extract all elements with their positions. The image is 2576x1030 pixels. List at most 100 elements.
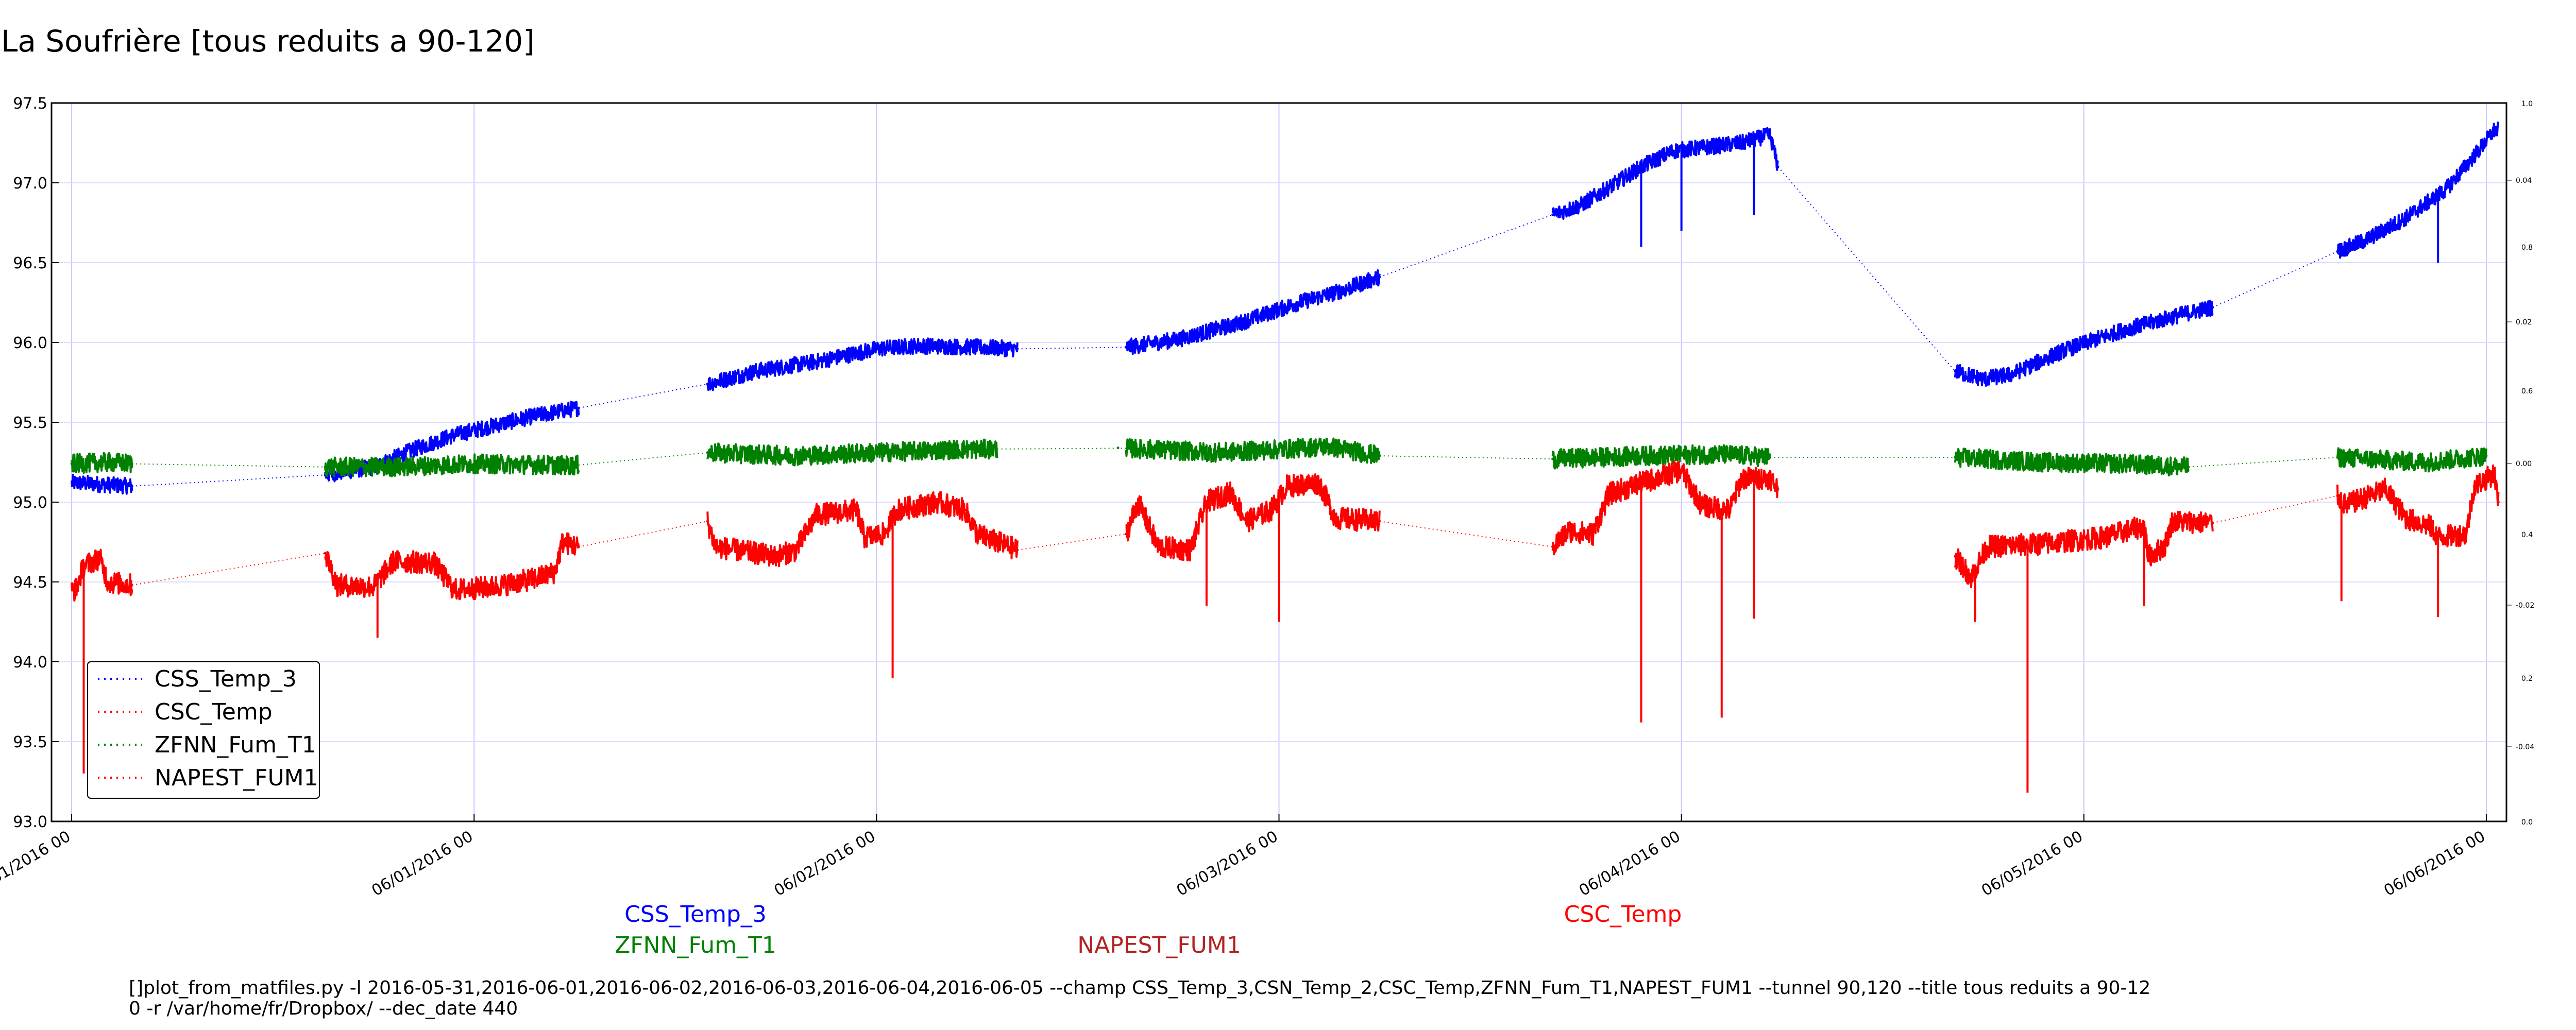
point-zfnn-fum-t1 [1551,457,1554,460]
y-tick-label: 96.5 [13,254,47,272]
series-csc-temp [71,460,1780,602]
connector-zfnn-fum-t1 [2188,457,2337,468]
connector-zfnn-fum-t1 [132,463,326,468]
point-zfnn-fum-t1 [2123,462,2126,466]
point-napest-fum1 [1954,555,1957,558]
point-css-temp-3 [754,370,757,373]
right-axis-a-label: 0.8 [2521,244,2533,252]
point-zfnn-fum-t1 [794,454,798,457]
y-tick-label: 95.0 [13,494,47,512]
point-napest-fum1 [2465,533,2468,536]
point-csc-temp [883,533,886,536]
x-tick-label: 05/31/2016 00 [0,828,74,900]
point-css-temp-3 [2010,373,2013,376]
point-css-temp-3 [1776,165,1780,168]
point-css-temp-3 [815,360,818,363]
gap-connectors [132,166,2338,586]
point-css-temp-3 [1237,322,1240,325]
right-axis-b-label: -0.04 [2516,743,2534,751]
connector-zfnn-fum-t1 [1379,455,1553,460]
connector-css-temp-3 [1379,214,1553,278]
series-napest-fum1 [1954,464,2500,588]
connector-css-temp-3 [2212,251,2338,308]
point-css-temp-3 [452,434,455,437]
chart-title: La Soufrière [tous reduits a 90-120] [1,24,535,59]
point-csc-temp [963,509,967,511]
command-line-1: []plot_from_matfiles.py -l 2016-05-31,20… [129,977,2150,999]
connector-csc-temp [132,553,326,586]
trace-zfnn-fum-t1 [1551,444,1771,470]
point-napest-fum1 [1970,576,1973,579]
point-zfnn-fum-t1 [2485,454,2488,457]
point-csc-temp [1189,548,1192,552]
connector-css-temp-3 [1017,347,1126,350]
connector-csc-temp [579,521,708,547]
point-css-temp-3 [2445,187,2448,191]
y-axis: 93.0 93.5 94.0 94.5 95.0 95.5 96.0 96.5 97.0 97.5 [13,95,59,831]
point-csc-temp [1567,529,1570,533]
point-css-temp-3 [1551,213,1554,216]
y-tick-label: 97.0 [13,175,47,193]
point-css-temp-3 [1740,142,1743,144]
trace-napest-fum1 [1954,510,2214,588]
point-csc-temp [372,585,375,588]
connector-csc-temp [1017,534,1126,551]
point-csc-temp [1229,491,1232,494]
point-css-temp-3 [2477,149,2480,152]
point-zfnn-fum-t1 [706,451,709,454]
connector-css-temp-3 [579,383,708,409]
right-axis-a-label: 0.0 [2521,818,2533,827]
point-zfnn-fum-t1 [110,461,113,464]
point-csc-temp [1740,477,1743,479]
point-css-temp-3 [2336,250,2339,253]
point-zfnn-fum-t1 [1640,454,1643,457]
point-napest-fum1 [2336,494,2339,497]
point-csc-temp [1700,504,1703,507]
point-css-temp-3 [1769,133,1771,136]
axis-label-zfnn-fum-t1: ZFNN_Fum_T1 [615,932,776,958]
y-tick-label: 93.0 [13,813,47,831]
point-csc-temp [561,541,564,543]
point-css-temp-3 [1579,203,1582,207]
right-axis-b-label: -0.02 [2516,602,2534,610]
point-csc-temp [895,509,898,511]
point-css-temp-3 [2493,129,2496,132]
y-tick-label: 93.5 [13,733,47,751]
axis-label-napest-fum1: NAPEST_FUM1 [1077,932,1241,958]
trace-zfnn-fum-t1 [2336,447,2487,473]
right-axis-a-label: 0.6 [2521,387,2533,396]
y-tick-label: 95.5 [13,414,47,432]
point-csc-temp [1769,477,1771,479]
point-css-temp-3 [78,482,81,485]
point-css-temp-3 [2123,328,2126,331]
right-axis-a-label: 0.2 [2521,675,2533,683]
x-axis: 05/31/2016 00 06/01/2016 00 06/02/2016 00 0… [0,814,2488,900]
point-csc-temp [1776,488,1780,491]
right-axes: 0.0 0.2 0.4 0.6 0.8 1.0 -0.04 -0.02 0.00 0.02 0.04 [2506,100,2534,827]
point-zfnn-fum-t1 [1378,454,1381,457]
point-csc-temp [1245,520,1248,523]
point-csc-temp [452,589,455,591]
point-css-temp-3 [533,415,536,418]
point-css-temp-3 [875,347,878,350]
point-napest-fum1 [2473,485,2476,488]
axis-label-css-temp-3: CSS_Temp_3 [624,901,767,928]
point-css-temp-3 [412,448,415,451]
right-axis-b-label: 0.04 [2516,177,2532,185]
point-css-temp-3 [1378,276,1381,279]
y-tick-label: 94.0 [13,654,47,672]
legend-label-css-temp-3: CSS_Temp_3 [155,666,297,692]
point-csc-temp [863,536,866,539]
point-css-temp-3 [1016,347,1019,350]
point-css-temp-3 [2062,349,2065,352]
point-css-temp-3 [130,485,133,488]
trace-css-temp-3 [71,474,133,495]
point-csc-temp [324,552,327,555]
point-csc-temp [1728,509,1731,511]
point-css-temp-3 [1672,149,1675,152]
legend-item: CSC_Temp [98,699,273,725]
point-csc-temp [1378,520,1381,523]
point-zfnn-fum-t1 [2042,461,2045,464]
point-csc-temp [714,545,717,548]
point-zfnn-fum-t1 [1954,456,1957,459]
